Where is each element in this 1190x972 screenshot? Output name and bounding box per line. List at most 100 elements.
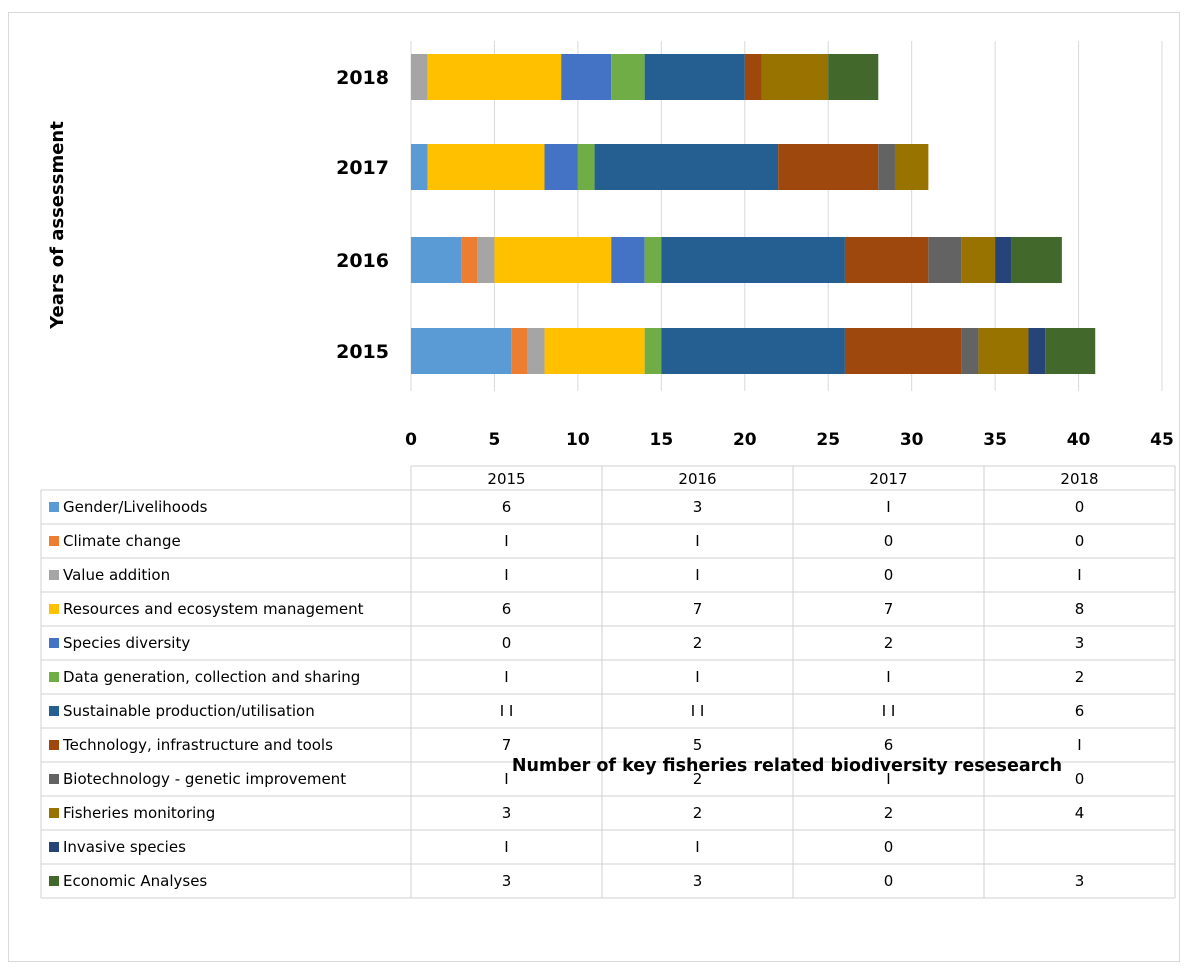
table-cell: 3: [502, 872, 512, 890]
table-cell: 5: [693, 736, 703, 754]
bar-segment: [611, 237, 645, 283]
legend-label: Sustainable production/utilisation: [63, 702, 315, 720]
table-cell: 6: [884, 736, 894, 754]
legend-swatch: [49, 876, 59, 886]
y-tick-label: 2016: [336, 250, 389, 272]
table-cell: 0: [884, 566, 894, 584]
legend-label: Gender/Livelihoods: [63, 498, 208, 516]
table-cell: I: [504, 770, 508, 788]
legend-swatch: [49, 672, 59, 682]
y-tick-label: 2017: [336, 157, 389, 179]
bar-segment: [594, 144, 779, 190]
y-tick-labels: 2015 2016 2017 2018: [336, 67, 389, 363]
table-cell: 2: [693, 770, 703, 788]
table-cell: I: [504, 668, 508, 686]
bar-segment: [477, 237, 495, 283]
legend-swatch: [49, 502, 59, 512]
bar-segment: [928, 237, 962, 283]
x-axis-title: Number of key fisheries related biodiver…: [512, 756, 1062, 776]
legend-label: Invasive species: [63, 838, 186, 856]
legend-swatch: [49, 638, 59, 648]
table-cell: I: [695, 566, 699, 584]
table-cell: 2: [1075, 668, 1085, 686]
legend-swatch: [49, 774, 59, 784]
table-cell: 0: [502, 634, 512, 652]
bar-segment: [878, 144, 895, 190]
legend-label: Fisheries monitoring: [63, 804, 215, 822]
table-cell: 0: [1075, 532, 1085, 550]
x-tick-label: 0: [405, 430, 417, 450]
bar-segment: [744, 54, 762, 100]
bar-segment: [644, 54, 745, 100]
table-header: 2016: [678, 470, 716, 488]
bars: [411, 54, 1096, 374]
legend-label: Technology, infrastructure and tools: [62, 736, 333, 754]
table-cell: 6: [502, 498, 512, 516]
x-tick-label: 45: [1150, 430, 1174, 450]
bar-segment: [1011, 237, 1062, 283]
table-cell: I: [1077, 566, 1081, 584]
bar-segment: [661, 328, 845, 374]
table-cell: 3: [1075, 872, 1085, 890]
data-table: 2015 2016 2017 2018 Gender/Livelihoods 6 3 I 0 Cl…: [40, 465, 1176, 899]
x-tick-label: 40: [1067, 430, 1091, 450]
table-cell: I I: [882, 702, 896, 720]
bar-segment: [427, 54, 562, 100]
legend-swatch: [49, 604, 59, 614]
table-cell: 2: [693, 804, 703, 822]
legend-label: Resources and ecosystem management: [63, 600, 364, 618]
table-cell: I: [504, 838, 508, 856]
x-tick-label: 30: [900, 430, 924, 450]
table-cell: I: [1077, 736, 1081, 754]
bar-segment: [828, 54, 879, 100]
bar-segment: [661, 237, 845, 283]
table-cell: 7: [884, 600, 894, 618]
table-cell: I: [695, 668, 699, 686]
legend-swatch: [49, 536, 59, 546]
legend-label: Species diversity: [63, 634, 190, 652]
table-cell: 7: [502, 736, 512, 754]
legend-label: Climate change: [63, 532, 181, 550]
table-cell: I I: [691, 702, 705, 720]
table-cell: I: [695, 532, 699, 550]
table-cell: I: [886, 668, 890, 686]
bar-segment: [577, 144, 595, 190]
table-cell: 6: [1075, 702, 1085, 720]
legend-swatch: [49, 740, 59, 750]
legend-swatch: [49, 570, 59, 580]
bar-segment: [1045, 328, 1096, 374]
bar-segment: [411, 144, 428, 190]
bar-segment: [961, 237, 996, 283]
x-tick-label: 5: [489, 430, 501, 450]
legend-label: Value addition: [63, 566, 170, 584]
bar-segment: [761, 54, 829, 100]
legend-label: Data generation, collection and sharing: [63, 668, 360, 686]
chart-frame: 2015 2016 2017 2018 0 5 10 15 20 25 30 35 40 45 2015…: [8, 12, 1180, 962]
x-tick-label: 15: [649, 430, 673, 450]
table-cell: 3: [693, 498, 703, 516]
table-header: 2018: [1060, 470, 1098, 488]
table-cell: 4: [1075, 804, 1085, 822]
legend-swatch: [49, 842, 59, 852]
bar-segment: [844, 237, 929, 283]
legend-swatch: [49, 808, 59, 818]
bar-segment: [461, 237, 478, 283]
bar-segment: [527, 328, 545, 374]
y-tick-label: 2015: [336, 341, 389, 363]
table-cell: 0: [1075, 770, 1085, 788]
bar-segment: [494, 237, 612, 283]
bar-segment: [411, 237, 462, 283]
x-tick-labels: 0 5 10 15 20 25 30 35 40 45: [405, 430, 1174, 450]
table-cell: 3: [1075, 634, 1085, 652]
x-tick-label: 35: [983, 430, 1007, 450]
table-header: 2017: [869, 470, 907, 488]
bar-segment: [644, 237, 662, 283]
bar-segment: [427, 144, 545, 190]
table-cell: 2: [884, 634, 894, 652]
legend-label: Economic Analyses: [63, 872, 207, 890]
table-cell: 0: [1075, 498, 1085, 516]
bar-segment: [544, 328, 645, 374]
table-cell: 0: [884, 532, 894, 550]
bar-segment: [544, 144, 578, 190]
